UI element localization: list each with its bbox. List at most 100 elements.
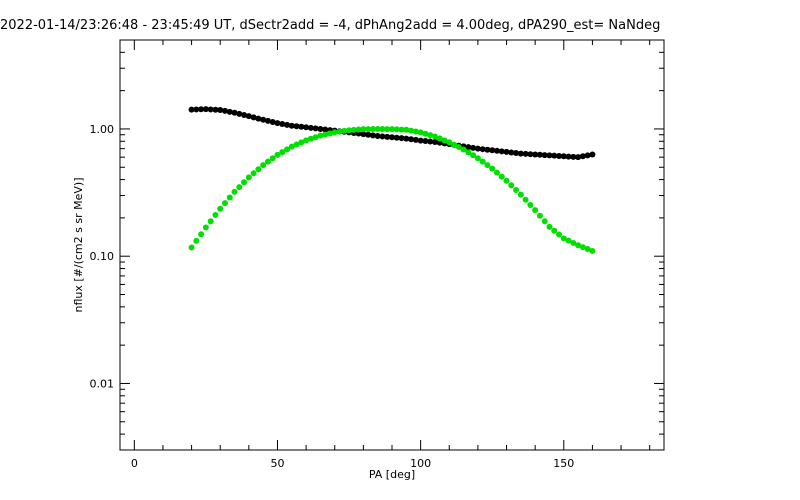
series-1-point — [532, 207, 539, 214]
x-tick-label: 50 — [270, 457, 284, 470]
series-1-point — [546, 223, 553, 230]
series-1-point — [365, 126, 372, 133]
series-0-point — [513, 150, 520, 157]
series-0-point — [422, 138, 429, 145]
series-1-point — [403, 126, 410, 133]
series-1-point — [298, 139, 305, 146]
series-1-point — [412, 128, 419, 135]
series-1-point — [431, 133, 438, 140]
series-0-point — [470, 144, 477, 151]
series-0-point — [517, 150, 524, 157]
series-1-point — [513, 186, 520, 193]
series-1-point — [517, 191, 524, 198]
series-0-point — [202, 106, 209, 113]
series-1-point — [207, 218, 214, 225]
series-0-point — [403, 135, 410, 142]
series-1-point — [221, 200, 228, 207]
series-1-point — [288, 143, 295, 150]
series-1-point — [560, 235, 567, 242]
series-0-point — [217, 106, 224, 113]
series-0-point — [188, 106, 195, 113]
series-1-point — [188, 244, 195, 251]
series-0-point — [412, 136, 419, 143]
series-0-point — [579, 153, 586, 160]
series-0-point — [379, 133, 386, 140]
series-0-point — [389, 134, 395, 141]
series-1-point — [255, 166, 262, 173]
series-0-point — [245, 113, 252, 120]
series-0-point — [465, 144, 472, 151]
series-0-point — [498, 148, 505, 155]
series-1-point — [317, 132, 324, 139]
series-1-point — [398, 126, 405, 133]
series-1-point — [193, 237, 200, 244]
series-1-point — [236, 184, 243, 191]
series-1-point — [393, 126, 400, 133]
series-1-point — [484, 162, 491, 169]
series-1-point — [451, 141, 458, 148]
series-0-point — [532, 151, 539, 158]
series-1-point — [446, 139, 453, 146]
series-1-point — [441, 137, 448, 144]
series-1-point — [231, 188, 238, 195]
series-0-point — [307, 124, 314, 131]
series-1-point — [350, 126, 357, 133]
series-1-point — [570, 239, 577, 246]
series-1-point — [360, 126, 367, 133]
series-0-point — [479, 146, 486, 153]
series-0-point — [489, 147, 496, 154]
series-0-point — [284, 121, 291, 128]
series-1-point — [379, 126, 386, 133]
series-1-point — [427, 132, 434, 139]
series-0-point — [269, 119, 276, 126]
series-1-point — [508, 182, 515, 189]
series-1-point — [326, 130, 333, 137]
series-1-point — [369, 126, 376, 133]
series-1-point — [579, 244, 586, 251]
series-0-point — [384, 133, 391, 140]
y-tick-label: 1.00 — [90, 123, 115, 136]
series-1-point — [217, 205, 224, 212]
series-1-point — [498, 173, 505, 180]
series-0-point — [303, 124, 310, 131]
series-0-point — [260, 116, 267, 123]
series-1-point — [198, 231, 205, 238]
series-1-point — [212, 212, 219, 219]
x-tick-label: 0 — [131, 457, 138, 470]
series-1-point — [489, 165, 496, 172]
series-1-point — [589, 247, 596, 254]
series-1-point — [556, 231, 563, 238]
series-0-point — [274, 120, 281, 127]
series-1-point — [322, 131, 329, 138]
series-0-point — [193, 106, 200, 113]
series-0-point — [322, 126, 329, 133]
series-1-point — [355, 126, 362, 133]
series-1-point — [293, 141, 300, 148]
series-0-point — [436, 139, 443, 146]
series-0-point — [226, 108, 233, 115]
series-0-point — [212, 106, 219, 113]
series-1-point — [264, 158, 271, 165]
series-1-point — [565, 237, 572, 244]
series-0-point — [575, 154, 582, 161]
series-1-point — [284, 146, 291, 153]
series-1-point — [331, 129, 338, 136]
series-0-point — [264, 117, 271, 124]
series-1-point — [479, 158, 486, 165]
series-0-point — [393, 134, 400, 141]
y-tick-label: 0.01 — [90, 377, 115, 390]
series-0-point — [360, 131, 367, 138]
series-0-point — [565, 153, 572, 160]
series-0-point — [365, 131, 372, 138]
series-0-point — [508, 149, 515, 156]
series-0-point — [317, 125, 324, 132]
series-1-point — [245, 174, 252, 181]
x-tick-label: 150 — [553, 457, 574, 470]
tick-labels: 0 50 100 150 0.01 0.10 1.00 — [90, 123, 575, 470]
series-1-point — [527, 201, 534, 208]
series-1-point — [422, 130, 429, 137]
series-0-point — [546, 152, 553, 159]
series-0-point — [374, 133, 381, 140]
series-0-point — [207, 106, 214, 113]
series-0-point — [527, 151, 534, 158]
